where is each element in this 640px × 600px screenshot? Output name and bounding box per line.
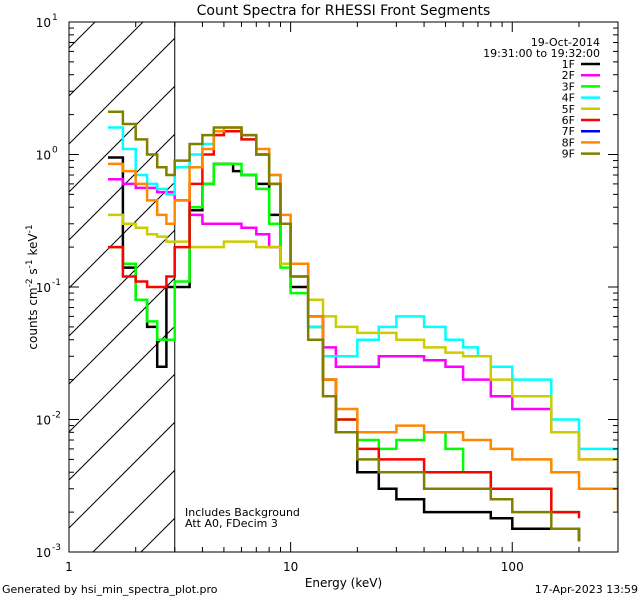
legend-label-9F: 9F <box>562 148 575 161</box>
y-tick-label-exponent: -3 <box>52 543 61 553</box>
series-line-1F <box>108 156 581 542</box>
y-tick-label-base: 10 <box>36 546 51 560</box>
hatch-line <box>69 37 175 145</box>
legend-label-7F: 7F <box>562 125 575 138</box>
y-axis-label: counts cm-2 s-1 keV-1 <box>25 224 40 349</box>
y-tick-label-base: 10 <box>36 414 51 428</box>
x-axis-label: Energy (keV) <box>305 576 382 590</box>
legend-label-3F: 3F <box>562 80 575 93</box>
y-tick-label-exponent: -2 <box>52 411 61 421</box>
hatch-line <box>429 0 640 552</box>
y-axis-label-exponent: -1 <box>25 224 35 233</box>
annotation-1: Includes Background <box>185 506 300 519</box>
hatch-line <box>69 85 175 193</box>
y-tick-label-exponent: 1 <box>52 13 58 23</box>
legend-label-8F: 8F <box>562 136 575 149</box>
header-line-2: 19:31:00 to 19:32:00 <box>483 47 600 60</box>
hatch-line <box>0 0 117 552</box>
hatch-line <box>69 22 144 97</box>
y-tick-label: 10 1 <box>36 13 58 30</box>
x-tick-label: 10 <box>283 560 298 574</box>
hatch-line <box>381 0 640 552</box>
x-tick-label: 1 <box>65 560 73 574</box>
y-tick-label: 10 0 <box>36 146 58 163</box>
y-axis-label-text: s <box>26 268 40 278</box>
hatch-line <box>69 373 175 481</box>
legend-label-2F: 2F <box>562 69 575 82</box>
legend-label-4F: 4F <box>562 92 575 105</box>
hatch-line <box>69 229 175 337</box>
y-axis-label-exponent: -1 <box>25 259 35 268</box>
excluded-region-hatch <box>0 0 640 552</box>
y-tick-label-base: 10 <box>36 281 51 295</box>
series-line-3F <box>108 162 579 514</box>
hatch-line <box>69 181 175 289</box>
header-line-1: 19-Oct-2014 <box>531 36 600 49</box>
y-axis-label-text: counts cm <box>26 287 40 349</box>
x-tick-label: 100 <box>501 560 524 574</box>
footer-timestamp: 17-Apr-2023 13:59 <box>534 583 638 596</box>
y-tick-label: 10 -2 <box>36 411 61 428</box>
y-tick-label-base: 10 <box>36 149 51 163</box>
legend-label-1F: 1F <box>562 58 575 71</box>
series-line-9F <box>108 110 581 542</box>
series-line-8F <box>108 126 618 513</box>
y-tick-label: 10 -1 <box>36 278 61 295</box>
chart-title: Count Spectra for RHESSI Front Segments <box>197 3 491 19</box>
footer-generator-text: Generated by hsi_min_spectra_plot.pro <box>2 583 218 596</box>
hatch-line <box>525 0 640 552</box>
hatch-line <box>621 0 640 552</box>
hatch-line <box>477 0 640 552</box>
hatch-line <box>69 277 175 385</box>
legend-label-6F: 6F <box>562 114 575 127</box>
y-tick-label-exponent: 0 <box>52 146 58 156</box>
y-axis-label-exponent: -2 <box>25 278 35 287</box>
series-line-4F <box>108 126 618 489</box>
legend-label-5F: 5F <box>562 103 575 116</box>
annotation-2: Att A0, FDecim 3 <box>185 517 278 530</box>
series-line-6F <box>108 129 581 519</box>
hatch-line <box>69 421 175 529</box>
series-group <box>108 110 618 542</box>
y-axis-label-text: keV <box>26 233 40 260</box>
y-tick-label-base: 10 <box>36 16 51 30</box>
y-tick-label-exponent: -1 <box>52 278 61 288</box>
y-tick-label: 10 -3 <box>36 543 61 560</box>
hatch-line <box>573 0 640 552</box>
